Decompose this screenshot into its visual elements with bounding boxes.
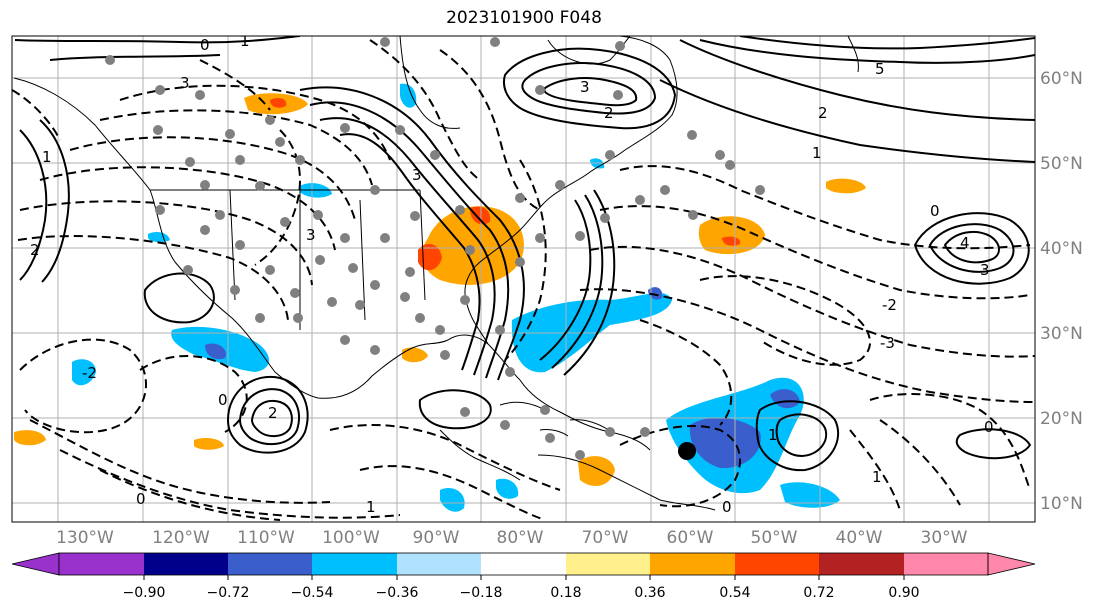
colorbar-segment [397, 553, 481, 575]
colorbar-tick-label: −0.90 [123, 585, 166, 601]
contour-label: 1 [366, 498, 376, 516]
lon-label: 50°W [751, 528, 798, 548]
contour-label: 0 [930, 202, 940, 220]
colorbar-segment [481, 553, 566, 575]
lon-label: 120°W [152, 528, 210, 548]
colorbar-extend-high [987, 552, 1036, 576]
colorbar: −0.90 −0.72 −0.54 −0.36 −0.18 0.18 0.36 … [11, 552, 1036, 601]
colorbar-segment [566, 553, 650, 575]
contour-label: 1 [240, 32, 250, 50]
contour-label: 2 [818, 104, 828, 122]
contour-label: 3 [580, 78, 590, 96]
colorbar-tick-label: 0.18 [550, 585, 581, 601]
latitude-axis: 60°N 50°N 40°N 30°N 20°N 10°N [1040, 69, 1083, 514]
highlight-point-marker [678, 442, 696, 460]
contour-label: 0 [722, 498, 732, 516]
contour-label: 2 [268, 404, 278, 422]
station-markers [105, 37, 765, 460]
lat-label: 20°N [1040, 409, 1083, 429]
lon-label: 30°W [921, 528, 968, 548]
contour-label: 3 [412, 166, 422, 184]
colorbar-segment [735, 553, 819, 575]
map-panel: 3 5 2 1 4 3 0 -2 -3 1 1 0 0 0 1 2 0 -2 3… [12, 32, 1035, 522]
contour-label: 3 [306, 226, 316, 244]
contour-label: 1 [42, 148, 52, 166]
contour-label: 1 [768, 426, 778, 444]
contour-label: -2 [82, 364, 97, 382]
lat-label: 40°N [1040, 239, 1083, 259]
colorbar-tick-label: 0.36 [634, 585, 665, 601]
contour-label: 0 [984, 418, 994, 436]
lon-label: 90°W [413, 528, 460, 548]
contour-label: 0 [200, 36, 210, 54]
solid-contours [14, 36, 1035, 472]
contour-label: 0 [218, 391, 228, 409]
lon-label: 130°W [56, 528, 114, 548]
colorbar-segment [228, 553, 312, 575]
lon-label: 110°W [237, 528, 295, 548]
colorbar-tick-label: −0.18 [460, 585, 503, 601]
map-frame [11, 35, 1036, 523]
map-title: 2023101900 F048 [446, 8, 602, 28]
colorbar-tick-label: −0.36 [376, 585, 419, 601]
colorbar-tick-label: −0.54 [291, 585, 334, 601]
colorbar-segment [819, 553, 904, 575]
lat-label: 10°N [1040, 494, 1083, 514]
colorbar-extend-low [11, 552, 60, 576]
lat-label: 60°N [1040, 69, 1083, 89]
contour-label: -3 [880, 334, 895, 352]
colorbar-segment [650, 553, 735, 575]
colorbar-tick-label: 0.54 [719, 585, 750, 601]
colorbar-segment [904, 553, 988, 575]
colorbar-tick-label: −0.72 [207, 585, 250, 601]
contour-label: 2 [30, 241, 40, 259]
contour-labels: 3 5 2 1 4 3 0 -2 -3 1 1 0 0 0 1 2 0 -2 3… [30, 32, 994, 516]
colorbar-tick-label: 0.72 [803, 585, 834, 601]
contour-label: 1 [812, 144, 822, 162]
lat-label: 30°N [1040, 324, 1083, 344]
lat-label: 50°N [1040, 154, 1083, 174]
contour-label: 5 [875, 60, 885, 78]
contour-label: -2 [882, 296, 897, 314]
lon-label: 70°W [582, 528, 629, 548]
colorbar-segment [312, 553, 397, 575]
contour-label: 1 [872, 468, 882, 486]
longitude-axis: 130°W 120°W 110°W 100°W 90°W 80°W 70°W 6… [56, 528, 968, 548]
colorbar-segment [59, 553, 144, 575]
colorbar-tick-label: 0.90 [888, 585, 919, 601]
contour-label: 2 [604, 104, 614, 122]
lon-label: 40°W [836, 528, 883, 548]
shaded-anomaly-fields [14, 83, 866, 512]
lon-label: 100°W [322, 528, 380, 548]
contour-label: 3 [180, 74, 190, 92]
lon-label: 60°W [667, 528, 714, 548]
contour-label: 0 [136, 490, 146, 508]
colorbar-segment [144, 553, 228, 575]
contour-label: 4 [960, 234, 970, 252]
lon-label: 80°W [497, 528, 544, 548]
dashed-contours [12, 39, 1035, 521]
contour-label: 3 [980, 261, 990, 279]
